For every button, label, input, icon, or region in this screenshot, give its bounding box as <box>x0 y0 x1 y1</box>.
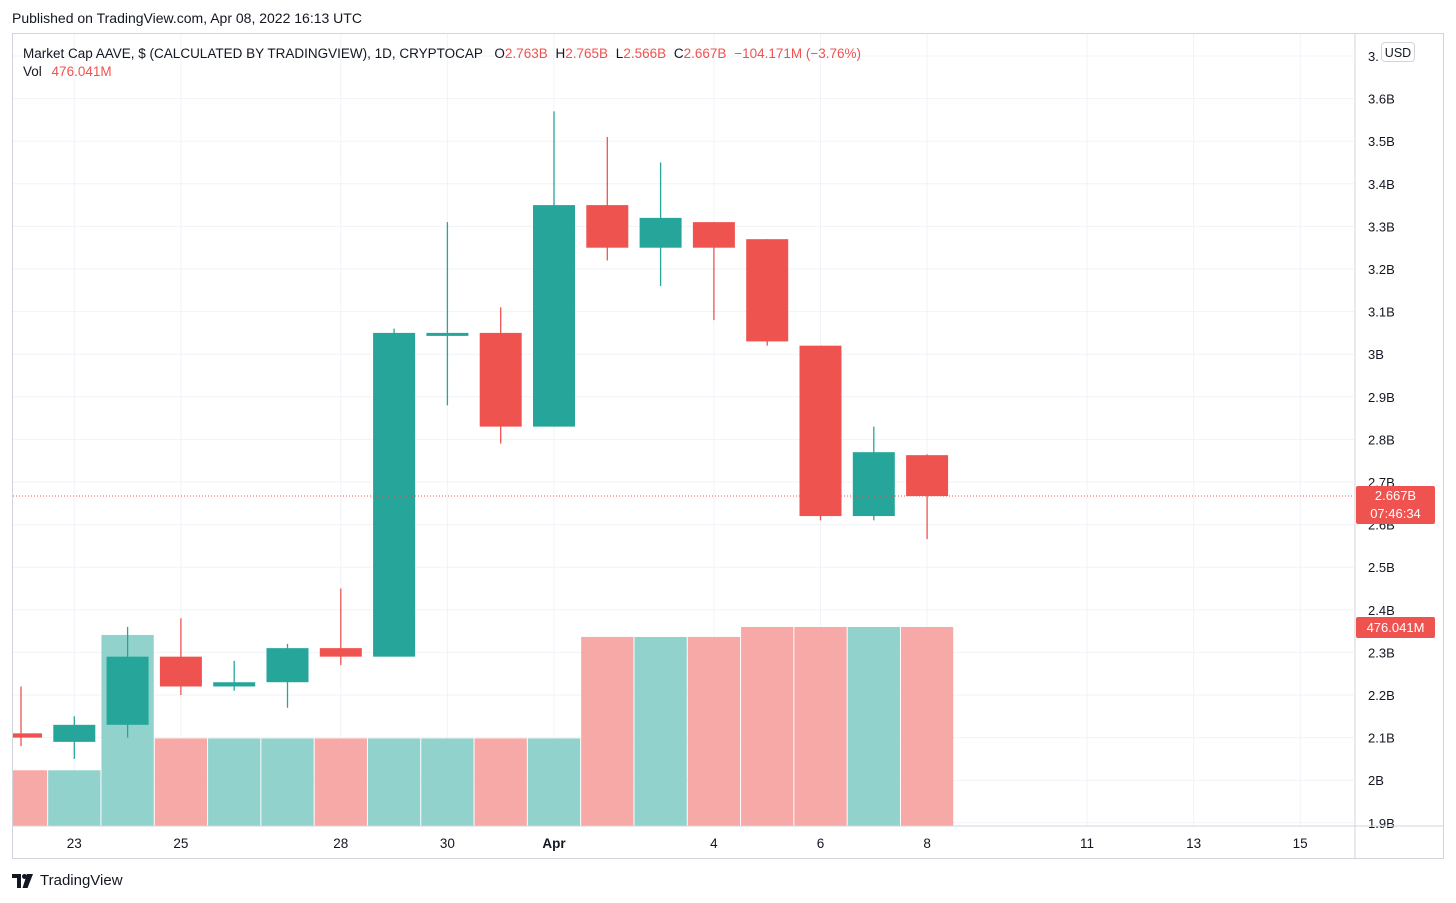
volume-bar <box>581 636 634 826</box>
candle-body <box>319 648 362 657</box>
legend-high-label: H <box>555 46 566 61</box>
volume-bar <box>154 738 208 826</box>
candle-body <box>479 332 522 427</box>
volume-bar <box>261 738 314 826</box>
y-tick-label: 2B <box>1368 773 1384 788</box>
volume-bar <box>900 627 954 826</box>
candle-body <box>426 332 469 336</box>
legend-close-value: 2.667B <box>683 46 727 61</box>
y-tick-label: 3.5B <box>1368 134 1395 149</box>
last-price-value: 2.667B <box>1374 488 1417 503</box>
x-tick-label: 4 <box>710 836 718 851</box>
legend-close-label: C <box>673 46 684 61</box>
price-axis: 3.3.6B3.5B3.4B3.3B3.2B3.1B3B2.9B2.8B2.7B… <box>1354 34 1395 858</box>
x-tick-label: 8 <box>923 836 931 851</box>
candle-body <box>266 648 309 683</box>
legend-low-value: 2.566B <box>623 46 667 61</box>
legend-open-label: O <box>494 46 505 61</box>
bar-countdown: 07:46:34 <box>1370 506 1421 521</box>
y-tick-label: 3.1B <box>1368 305 1395 320</box>
candle-body <box>213 682 256 687</box>
y-tick-label: 3.6B <box>1368 92 1395 107</box>
candles <box>13 111 949 759</box>
volume-bar <box>208 738 261 826</box>
volume-bar <box>474 738 527 826</box>
x-tick-label: 11 <box>1080 836 1094 851</box>
last-price-tag: 2.667B 07:46:34 <box>1356 486 1435 524</box>
footer-brand: TradingView <box>40 872 123 889</box>
legend-low-label: L <box>615 46 624 61</box>
y-tick-label: 2.4B <box>1368 603 1395 618</box>
candle-body <box>906 455 949 497</box>
candle-body <box>586 205 629 248</box>
x-tick-label: 28 <box>333 836 348 851</box>
legend-title: Market Cap AAVE, $ (CALCULATED BY TRADIN… <box>23 46 483 61</box>
candle-body <box>692 222 735 248</box>
y-tick-label: 3.2B <box>1368 262 1395 277</box>
chart-legend: Market Cap AAVE, $ (CALCULATED BY TRADIN… <box>23 44 861 64</box>
x-tick-label: 30 <box>440 836 455 851</box>
volume-bar <box>794 627 847 826</box>
x-tick-label: 15 <box>1293 836 1308 851</box>
volume-legend: Vol 476.041M <box>23 64 112 79</box>
y-tick-label: 2.8B <box>1368 432 1395 447</box>
volume-bar <box>48 770 101 826</box>
candle-body <box>799 345 842 517</box>
volume-bar <box>687 636 741 826</box>
currency-button[interactable]: USD <box>1381 42 1415 62</box>
legend-open-value: 2.763B <box>504 46 548 61</box>
volume-bar <box>421 738 474 826</box>
y-tick-label: 3.4B <box>1368 177 1395 192</box>
volume-tag: 476.041M <box>1356 617 1435 638</box>
y-tick-label: 2.5B <box>1368 560 1395 575</box>
candle-body <box>106 656 149 725</box>
y-tick-label: 2.2B <box>1368 688 1395 703</box>
y-tick-label: 2.1B <box>1368 731 1395 746</box>
y-tick-label: 2.3B <box>1368 645 1395 660</box>
candle-body <box>852 452 895 517</box>
x-tick-label: Apr <box>542 836 566 851</box>
candle-body <box>13 733 42 738</box>
time-axis: 23 25 28 30 Apr 4 6 8 11 13 15 <box>13 825 1443 851</box>
y-tick-label: 3B <box>1368 347 1384 362</box>
volume-bars <box>13 627 954 826</box>
volume-bar <box>634 636 687 826</box>
candle-body <box>746 239 789 342</box>
volume-value: 476.041M <box>51 64 112 79</box>
candle-body <box>159 656 202 687</box>
legend-high-value: 2.765B <box>565 46 609 61</box>
volume-bar <box>314 738 367 826</box>
y-tick-label: 1.9B <box>1368 816 1395 831</box>
y-tick-label: 2.9B <box>1368 390 1395 405</box>
tradingview-logo-icon <box>12 873 33 888</box>
volume-bar <box>367 738 421 826</box>
x-tick-label: 23 <box>67 836 82 851</box>
volume-bar <box>13 770 48 826</box>
y-tick-label: 3.3B <box>1368 219 1395 234</box>
tradingview-logo[interactable]: TradingView <box>12 872 123 889</box>
volume-bar <box>527 738 581 826</box>
chart-frame <box>12 33 1444 859</box>
volume-label: Vol <box>23 64 42 79</box>
volume-bar <box>847 627 900 826</box>
x-tick-label: 13 <box>1186 836 1201 851</box>
x-tick-label: 25 <box>173 836 188 851</box>
legend-change: −104.171M (−3.76%) <box>734 46 862 61</box>
x-tick-label: 6 <box>817 836 825 851</box>
candle-body <box>373 332 416 657</box>
published-caption: Published on TradingView.com, Apr 08, 20… <box>12 10 362 26</box>
y-tick-label: 3. <box>1368 49 1379 64</box>
candle-body <box>639 217 682 248</box>
volume-bar <box>741 627 794 826</box>
candle-body <box>53 724 96 742</box>
candle-body <box>533 205 575 427</box>
